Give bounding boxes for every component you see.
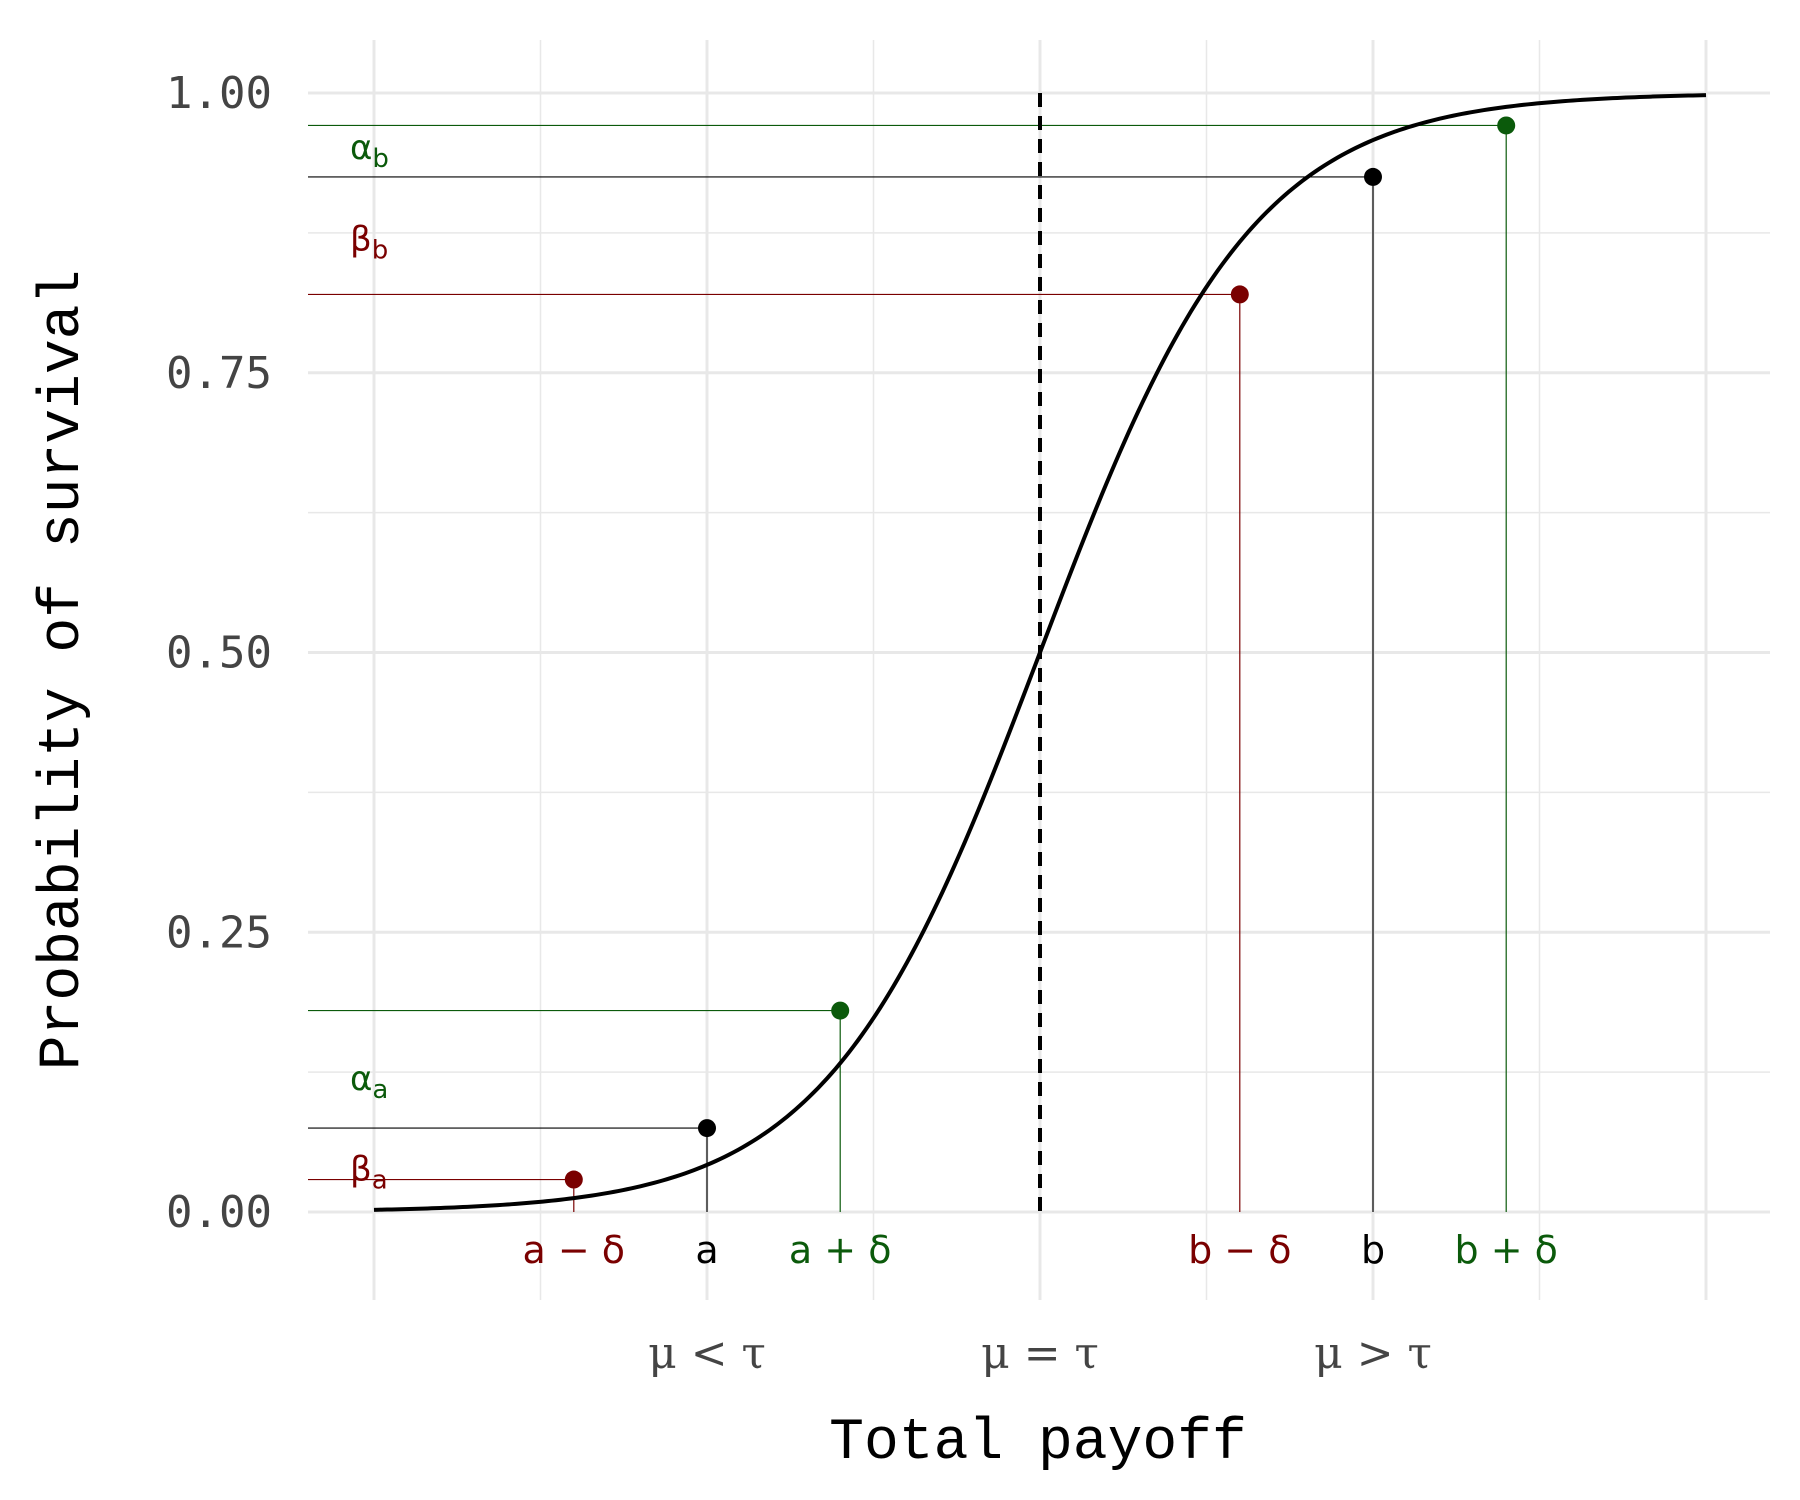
greek-label: αa xyxy=(350,1059,388,1105)
points-layer xyxy=(564,116,1516,1189)
data-point xyxy=(831,1001,850,1020)
survival-curve xyxy=(373,93,1707,1212)
data-point xyxy=(564,1170,583,1189)
data-point xyxy=(1497,116,1516,135)
point-label: b xyxy=(1361,1228,1385,1272)
data-point xyxy=(1364,167,1382,186)
y-tick-label: 0.25 xyxy=(166,907,272,958)
y-axis-title: Probability of survival xyxy=(31,270,96,1071)
y-tick-label: 0.50 xyxy=(166,628,272,679)
y-tick-label: 0.75 xyxy=(166,348,272,399)
greek-label: βa xyxy=(350,1150,388,1196)
point-label: a − δ xyxy=(523,1228,626,1272)
guide-lines xyxy=(308,124,1507,1212)
regime-label: μ = τ xyxy=(981,1328,1099,1379)
regime-label: μ > τ xyxy=(1314,1328,1432,1379)
point-label: a xyxy=(695,1228,718,1272)
labels-layer: a − δ a a + δ b − δ b b + δ αb βb αa βa μ < τ μ = τ… xyxy=(350,128,1558,1379)
greek-label: αb xyxy=(350,128,389,174)
point-label: b − δ xyxy=(1188,1228,1291,1272)
point-label: b + δ xyxy=(1455,1228,1558,1272)
data-point xyxy=(698,1119,716,1138)
y-tick-label: 1.00 xyxy=(166,68,272,119)
greek-label: βb xyxy=(350,220,388,266)
y-tick-label: 0.00 xyxy=(166,1187,272,1238)
regime-label: μ < τ xyxy=(648,1328,766,1379)
x-axis-title: Total payoff xyxy=(829,1411,1247,1476)
curve-layer xyxy=(373,93,1707,1212)
point-label: a + δ xyxy=(789,1228,892,1272)
axis-layer: Total payoff Probability of survival 0.0… xyxy=(31,68,1247,1476)
data-point xyxy=(1230,285,1249,304)
